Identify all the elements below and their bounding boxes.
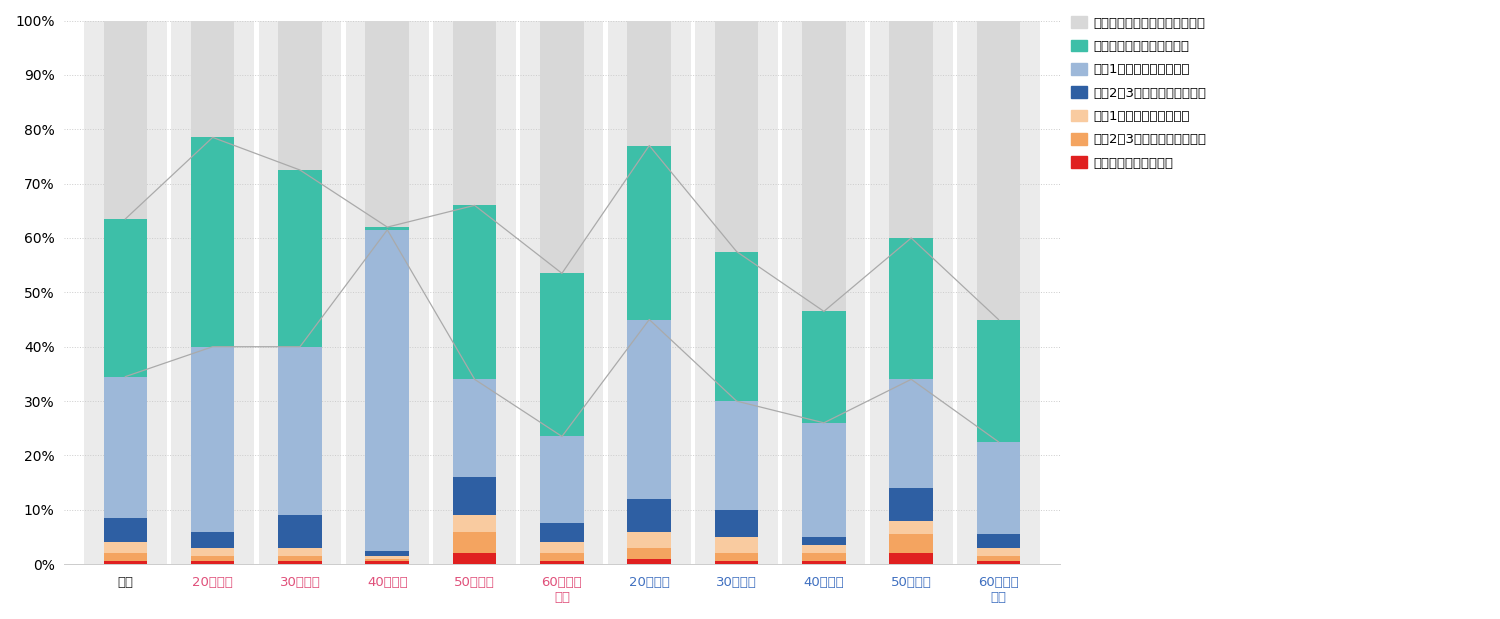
Bar <box>890 488 933 521</box>
Bar <box>433 20 516 564</box>
Bar <box>346 20 429 564</box>
Bar <box>278 170 322 347</box>
Bar <box>366 559 410 561</box>
Bar <box>976 20 1020 319</box>
Bar <box>976 319 1020 442</box>
Bar <box>190 561 234 564</box>
Bar <box>627 532 670 548</box>
Bar <box>540 524 584 542</box>
Bar <box>627 548 670 559</box>
Bar <box>453 477 497 515</box>
Bar <box>453 206 497 379</box>
Bar <box>104 518 147 542</box>
Bar <box>714 537 759 553</box>
Bar <box>783 20 865 564</box>
Bar <box>714 251 759 401</box>
Bar <box>278 561 322 564</box>
Bar <box>976 534 1020 548</box>
Bar <box>627 499 670 532</box>
Bar <box>104 20 147 219</box>
Bar <box>171 20 254 564</box>
Bar <box>278 347 322 515</box>
Bar <box>890 521 933 534</box>
Bar <box>627 145 670 319</box>
Bar <box>957 20 1040 564</box>
Bar <box>890 20 933 238</box>
Bar <box>802 20 846 311</box>
Bar <box>190 20 234 137</box>
Bar <box>453 515 497 532</box>
Bar <box>714 510 759 537</box>
Bar <box>802 423 846 537</box>
Bar <box>366 227 410 230</box>
Bar <box>802 553 846 561</box>
Bar <box>976 442 1020 534</box>
Bar <box>627 20 670 145</box>
Bar <box>366 556 410 559</box>
Legend: まだ一度も利用したことがない, かつて利用したことがある, 月に1回未満の利用頻度だ, 月に2、3回程度利用している, 週に1回程度利用している, 週に2、3回: まだ一度も利用したことがない, かつて利用したことがある, 月に1回未満の利用頻… <box>1071 16 1206 170</box>
Bar <box>540 274 584 436</box>
Bar <box>258 20 342 564</box>
Bar <box>890 553 933 564</box>
Bar <box>104 376 147 518</box>
Bar <box>453 379 497 477</box>
Bar <box>802 311 846 423</box>
Bar <box>890 238 933 379</box>
Bar <box>453 553 497 564</box>
Bar <box>104 542 147 553</box>
Bar <box>84 20 166 564</box>
Bar <box>802 545 846 553</box>
Bar <box>190 548 234 556</box>
Bar <box>453 20 497 206</box>
Bar <box>366 230 410 551</box>
Bar <box>627 319 670 499</box>
Bar <box>104 561 147 564</box>
Bar <box>714 553 759 561</box>
Bar <box>366 561 410 564</box>
Bar <box>366 20 410 227</box>
Bar <box>694 20 778 564</box>
Bar <box>714 20 759 251</box>
Bar <box>890 379 933 488</box>
Bar <box>278 20 322 170</box>
Bar <box>366 551 410 556</box>
Bar <box>890 534 933 553</box>
Bar <box>540 553 584 561</box>
Bar <box>627 559 670 564</box>
Bar <box>278 556 322 561</box>
Bar <box>190 137 234 347</box>
Bar <box>802 561 846 564</box>
Bar <box>278 548 322 556</box>
Bar <box>104 553 147 561</box>
Bar <box>190 347 234 532</box>
Bar <box>714 561 759 564</box>
Bar <box>540 436 584 524</box>
Bar <box>802 537 846 545</box>
Bar <box>453 532 497 553</box>
Bar <box>540 542 584 553</box>
Bar <box>714 401 759 510</box>
Bar <box>540 561 584 564</box>
Bar <box>976 548 1020 556</box>
Bar <box>520 20 603 564</box>
Bar <box>104 219 147 376</box>
Bar <box>190 556 234 561</box>
Bar <box>190 532 234 548</box>
Bar <box>870 20 952 564</box>
Bar <box>976 556 1020 561</box>
Bar <box>976 561 1020 564</box>
Bar <box>278 515 322 548</box>
Bar <box>608 20 690 564</box>
Bar <box>540 20 584 274</box>
